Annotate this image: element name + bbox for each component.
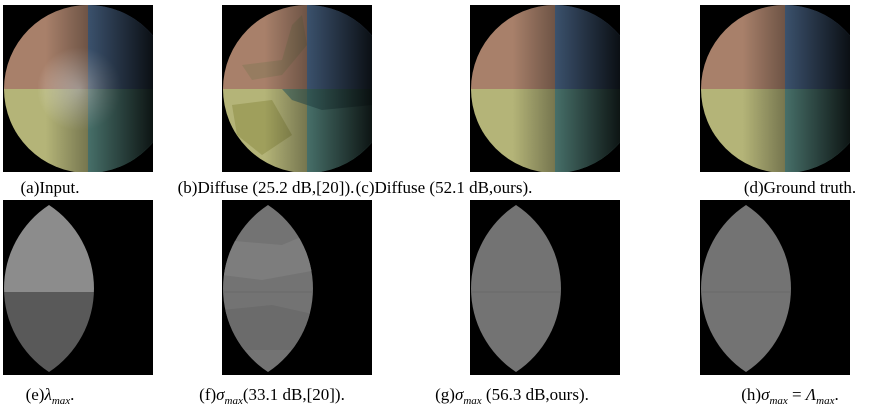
panel-image	[700, 200, 850, 375]
caption-text: (f)	[199, 385, 216, 404]
caption-segment: (d)Ground truth.	[744, 178, 856, 197]
math-symbol: Λmax	[806, 385, 835, 404]
caption: (f)σmax(33.1 dB,[20]).	[199, 385, 345, 407]
caption-text: (d)Ground truth.	[744, 178, 856, 197]
caption-text: (e)	[26, 385, 45, 404]
caption-segment: (g)	[435, 385, 455, 404]
caption-segment: .	[835, 385, 839, 404]
caption-segment: (56.3 dB,ours).	[482, 385, 589, 404]
caption-segment: σ	[455, 385, 463, 404]
caption-segment: (a)Input.	[20, 178, 79, 197]
math-symbol: σmax	[761, 385, 788, 404]
math-symbol: λmax	[44, 385, 70, 404]
caption-segment: (b)Diffuse (25.2 dB,[20]).	[178, 178, 355, 197]
caption: (c)Diffuse (52.1 dB,ours).	[356, 178, 533, 198]
caption-segment: (c)Diffuse (52.1 dB,ours).	[356, 178, 533, 197]
caption-segment: (e)	[26, 385, 45, 404]
caption-text: .	[835, 385, 839, 404]
panel-image	[222, 5, 372, 172]
math-symbol: σmax	[455, 385, 482, 404]
caption: (g)σmax (56.3 dB,ours).	[435, 385, 589, 407]
caption-text: (h)	[741, 385, 761, 404]
subscript: max	[463, 395, 481, 407]
caption-text: (56.3 dB,ours).	[482, 385, 589, 404]
math-symbol: σmax	[216, 385, 243, 404]
caption: (d)Ground truth.	[744, 178, 856, 198]
subscript: max	[52, 395, 70, 407]
panel-image	[470, 5, 620, 172]
panel-image	[3, 5, 153, 172]
panel-image	[700, 5, 850, 172]
caption-segment: .	[70, 385, 74, 404]
caption: (h)σmax = Λmax.	[741, 385, 839, 407]
caption-text: .	[70, 385, 74, 404]
caption-segment: Λ	[806, 385, 816, 404]
caption-segment: (33.1 dB,[20]).	[243, 385, 345, 404]
caption: (a)Input.	[20, 178, 79, 198]
panel-image	[470, 200, 620, 375]
caption-segment: =	[788, 385, 806, 404]
caption-text: (a)Input.	[20, 178, 79, 197]
subscript: max	[225, 395, 243, 407]
subscript: max	[816, 395, 834, 407]
caption-segment: σ	[761, 385, 769, 404]
caption: (b)Diffuse (25.2 dB,[20]).	[178, 178, 355, 198]
panel-image	[222, 200, 372, 375]
caption-text: (b)Diffuse (25.2 dB,[20]).	[178, 178, 355, 197]
caption-text: =	[788, 385, 806, 404]
caption-text: (33.1 dB,[20]).	[243, 385, 345, 404]
caption-segment: (f)	[199, 385, 216, 404]
caption: (e)λmax.	[26, 385, 75, 407]
panel-image	[3, 200, 153, 375]
caption-segment: (h)	[741, 385, 761, 404]
subscript: max	[769, 395, 787, 407]
caption-text: (c)Diffuse (52.1 dB,ours).	[356, 178, 533, 197]
caption-text: (g)	[435, 385, 455, 404]
figure: (a)Input. (b)Diffuse (25.2 dB,[20]).(c)Di…	[0, 0, 876, 413]
